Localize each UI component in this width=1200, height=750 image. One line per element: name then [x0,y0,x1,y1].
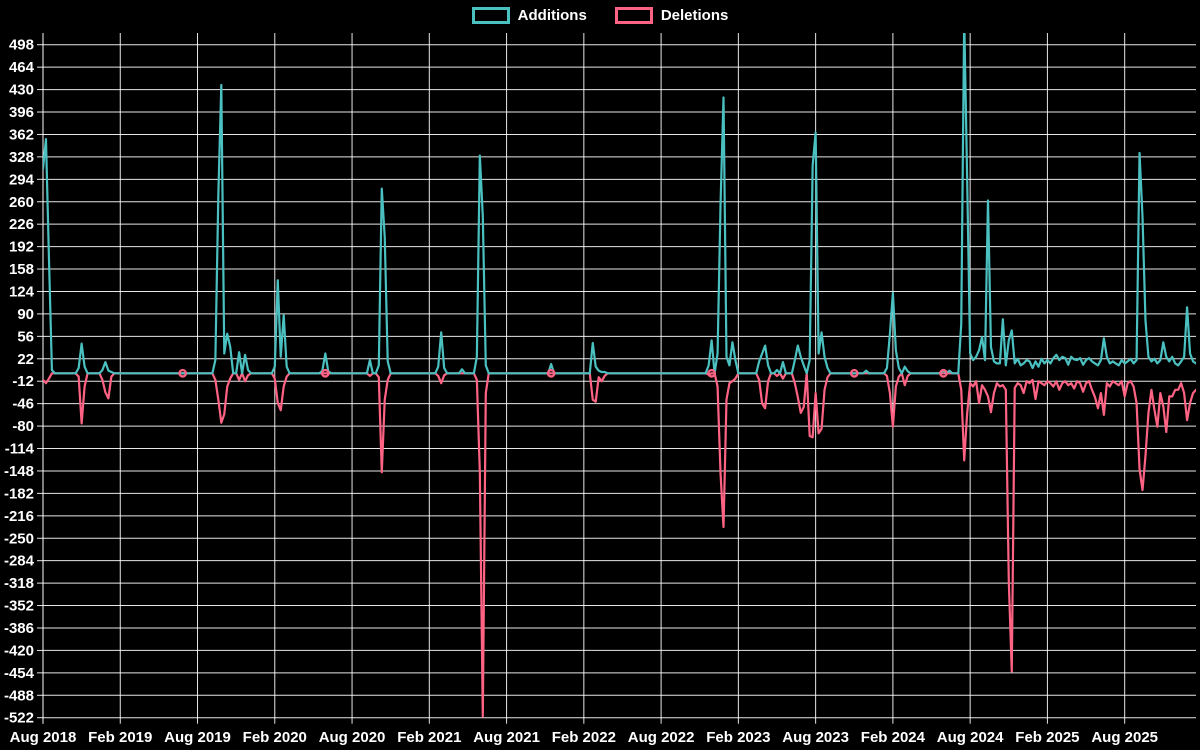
y-tick-label: -318 [4,575,34,592]
x-tick-label: Aug 2018 [10,729,77,746]
y-tick-label: -522 [4,710,34,727]
deletions-point-marker [939,368,948,378]
y-tick-label: 158 [9,261,34,278]
x-tick-label: Aug 2021 [473,729,540,746]
y-tick-label: 464 [9,59,35,76]
x-tick-label: Feb 2025 [1015,729,1079,746]
y-tick-label: 22 [17,351,34,368]
x-axis-grid: Aug 2018 Feb 2019 Aug 2019 Feb 2020 Aug 2020… [10,33,1158,746]
deletions-point-marker [849,368,859,378]
y-tick-label: -454 [4,665,35,682]
x-tick-label: Aug 2022 [628,729,695,746]
y-tick-label: 328 [9,149,34,166]
x-tick-label: Aug 2023 [782,729,849,746]
y-tick-label: -420 [4,642,34,659]
y-tick-label: 56 [17,328,34,345]
x-tick-label: Feb 2023 [706,729,770,746]
x-tick-label: Feb 2019 [88,729,152,746]
y-tick-label: 226 [9,216,34,233]
y-tick-label: -250 [4,530,34,547]
x-tick-label: Feb 2021 [397,729,461,746]
deletions-point-marker [707,368,717,378]
x-tick-label: Feb 2022 [552,729,616,746]
y-tick-label: -284 [4,553,35,570]
y-tick-label: 294 [9,171,35,188]
y-tick-label: 192 [9,239,34,256]
y-tick-label: -80 [12,418,34,435]
y-tick-label: -148 [4,463,34,480]
y-axis-grid: 498 464 430 396 362 328 294 260 226 192 158 124 90 56… [4,37,1196,727]
additions-legend-label: Additions [517,7,587,24]
y-tick-label: 90 [17,306,34,323]
x-tick-label: Aug 2019 [164,729,231,746]
y-tick-label: 396 [9,104,34,121]
y-tick-label: 498 [9,37,34,54]
deletions-point-marker [178,368,188,378]
y-tick-label: -216 [4,508,34,525]
y-tick-label: -352 [4,598,34,615]
y-tick-label: 362 [9,126,34,143]
y-tick-label: 124 [9,283,35,300]
plot-area [43,33,1196,718]
y-tick-label: -488 [4,687,34,704]
deletions-legend-swatch [614,7,653,24]
x-tick-label: Aug 2020 [319,729,386,746]
y-tick-label: -12 [12,373,34,390]
y-tick-label: 260 [9,194,34,211]
legend-item-additions[interactable]: Additions [471,7,587,24]
deletions-point-marker [320,368,330,378]
deletions-line [43,372,1196,718]
y-tick-label: -114 [5,441,35,458]
deletions-point-marker [546,368,556,378]
y-tick-label: -46 [12,396,34,413]
y-tick-label: -386 [4,620,34,637]
legend-item-deletions[interactable]: Deletions [614,7,729,24]
y-tick-label: 430 [9,82,34,99]
x-tick-label: Aug 2025 [1091,729,1158,746]
x-tick-label: Feb 2020 [243,729,307,746]
y-tick-label: -182 [4,485,34,502]
x-tick-label: Aug 2024 [937,729,1004,746]
additions-line [43,33,1196,375]
chart-legend: Additions Deletions [0,7,1200,24]
deletions-legend-label: Deletions [660,7,729,24]
additions-legend-swatch [471,7,510,24]
x-tick-label: Feb 2024 [861,729,926,746]
